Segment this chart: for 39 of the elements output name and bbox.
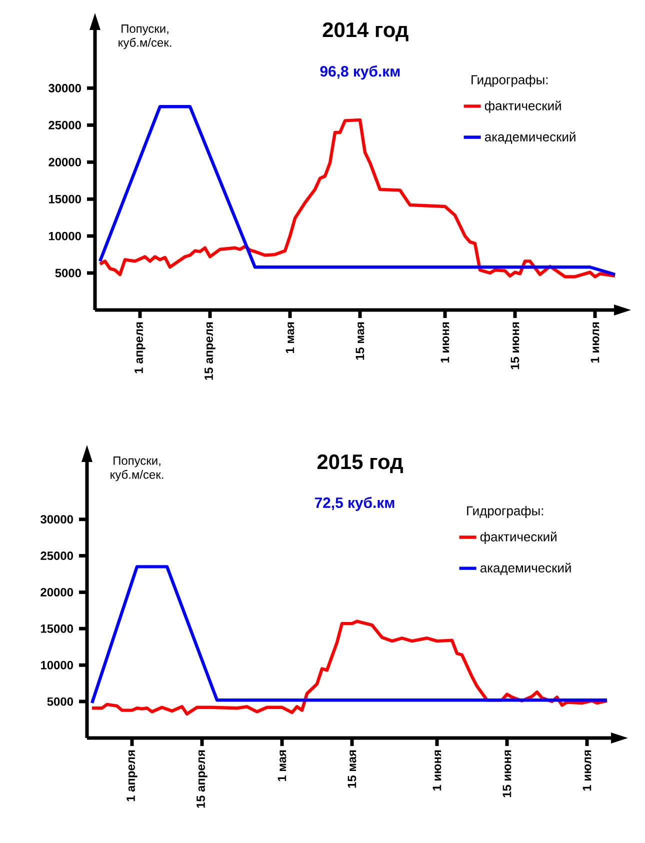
y-tick-label: 25000 [40, 552, 73, 560]
y-axis-title: Попуски, куб.м/сек. [110, 456, 164, 482]
x-tick-label: 1 июля [590, 322, 600, 363]
x-tick-label: 15 июня [502, 750, 512, 798]
y-tick-label: 20000 [48, 158, 81, 166]
x-tick-label: 1 июля [582, 750, 592, 791]
legend-label: фактический [480, 532, 556, 544]
x-tick-label: 1 июня [440, 322, 450, 362]
legend-label: академический [484, 132, 576, 144]
legend-label: академический [480, 562, 571, 575]
x-tick-label: 15 апреля [196, 750, 208, 808]
y-tick-label: 30000 [48, 84, 81, 92]
y-tick-label: 25000 [48, 120, 81, 130]
y-tick-label: 15000 [48, 194, 81, 204]
legend-label: фактический [484, 100, 561, 113]
y-tick-label: 30000 [40, 515, 73, 524]
text: 72,5 куб.км [314, 496, 394, 511]
line-series [90, 620, 609, 716]
chart-title: 2015 год [317, 454, 403, 474]
x-tick-label: 15 июня [510, 322, 520, 370]
y-tick-label: 5000 [47, 697, 73, 706]
x-tick-label: 1 апреля [126, 750, 138, 802]
x-tick-label: 1 мая [278, 750, 286, 782]
y-axis-title: Попуски, куб.м/сек. [118, 24, 172, 50]
text: 96,8 куб.км [320, 66, 400, 80]
chart-title: 2014 год [322, 22, 408, 42]
x-tick-label: 1 мая [286, 322, 294, 354]
x-tick-label: 15 мая [348, 750, 356, 788]
legend-title: Гидрографы: [467, 506, 544, 518]
x-tick-label: 1 июня [432, 750, 442, 790]
x-tick-label: 1 апреля [134, 322, 146, 374]
legend-title: Гидрографы: [472, 74, 548, 87]
x-tick-label: 15 мая [356, 322, 364, 360]
y-tick-label: 20000 [40, 588, 73, 596]
y-tick-label: 5000 [55, 268, 81, 278]
y-tick-label: 15000 [40, 624, 73, 633]
y-tick-label: 10000 [48, 232, 81, 240]
y-tick-label: 10000 [40, 660, 73, 670]
x-tick-label: 15 апреля [204, 322, 216, 380]
